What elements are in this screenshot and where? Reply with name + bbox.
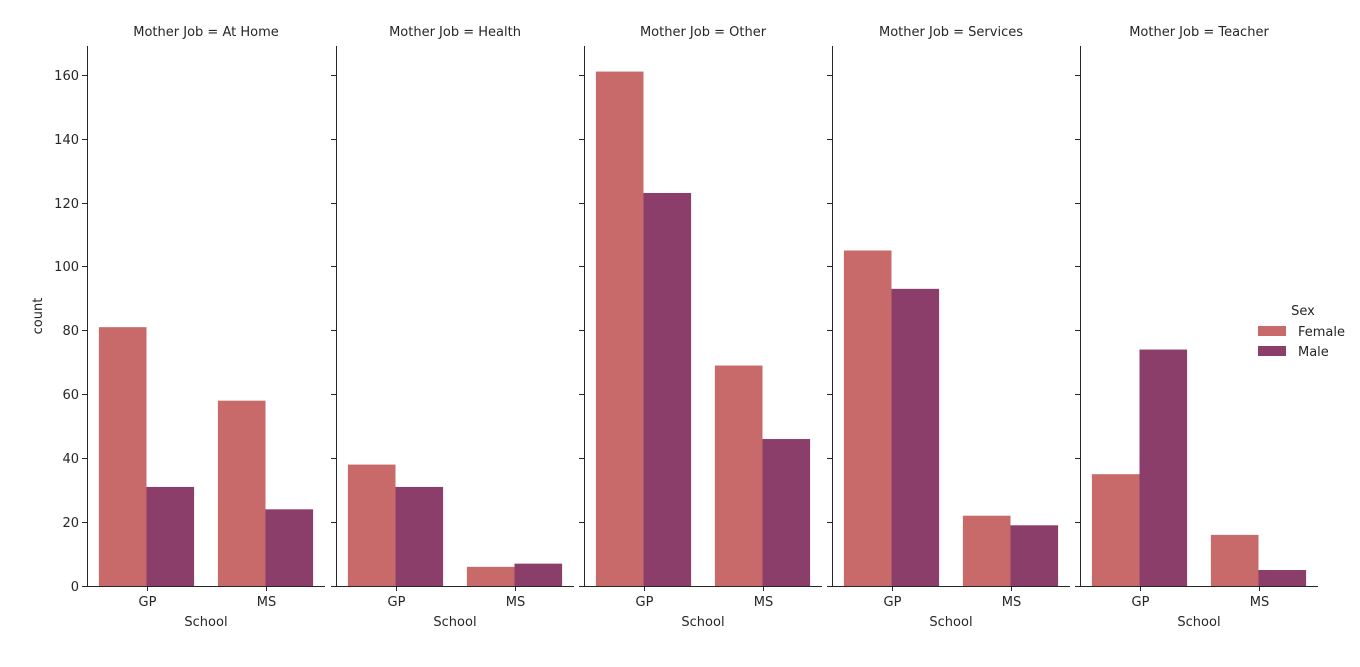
x-axis-label: School — [929, 615, 972, 630]
y-tick-label: 160 — [54, 69, 79, 84]
bar-female — [347, 464, 396, 586]
x-tick-label: MS — [257, 595, 276, 610]
bar-female — [466, 566, 515, 586]
x-tick-label: GP — [636, 595, 654, 610]
x-axis-label: School — [681, 615, 724, 630]
x-tick-label: MS — [1250, 595, 1269, 610]
bar-female — [962, 515, 1011, 586]
bar-male — [891, 288, 940, 586]
legend-label-female: Female — [1298, 325, 1345, 340]
bar-male — [643, 192, 692, 587]
x-axis-label: School — [1177, 615, 1220, 630]
y-axis-label: count — [31, 298, 46, 335]
x-tick-label: MS — [1002, 595, 1021, 610]
x-tick-label: GP — [1132, 595, 1150, 610]
bar-male — [1258, 570, 1307, 586]
y-tick-label: 80 — [62, 324, 79, 339]
y-tick-label: 20 — [62, 516, 79, 531]
bar-female — [1091, 474, 1140, 586]
y-tick-label: 120 — [54, 197, 79, 212]
bar-female — [1210, 534, 1259, 586]
bar-male — [395, 486, 444, 586]
bar-male — [1139, 349, 1188, 586]
panel-title: Mother Job = Other — [640, 25, 767, 40]
panel-title: Mother Job = Health — [389, 25, 521, 40]
x-axis-label: School — [184, 615, 227, 630]
x-tick-label: GP — [139, 595, 157, 610]
x-axis-label: School — [433, 615, 476, 630]
panel-title: Mother Job = Teacher — [1129, 25, 1269, 40]
bar-female — [843, 250, 892, 586]
bar-male — [762, 439, 811, 586]
legend-swatch-female — [1258, 326, 1286, 336]
panel-title: Mother Job = At Home — [133, 25, 278, 40]
legend-label-male: Male — [1298, 345, 1329, 360]
bar-male — [265, 509, 314, 586]
panel-title: Mother Job = Services — [879, 25, 1023, 40]
bar-female — [714, 365, 763, 586]
x-tick-label: GP — [388, 595, 406, 610]
y-tick-label: 0 — [71, 580, 79, 595]
x-tick-label: MS — [754, 595, 773, 610]
bar-female — [217, 400, 266, 586]
bar-female — [595, 71, 644, 586]
bar-male — [146, 486, 195, 586]
bar-male — [1010, 525, 1059, 586]
bar-male — [514, 563, 563, 586]
legend-title: Sex — [1291, 304, 1315, 319]
y-tick-label: 60 — [62, 388, 79, 403]
x-tick-label: MS — [506, 595, 525, 610]
y-tick-label: 100 — [54, 260, 79, 275]
bar-female — [98, 327, 147, 586]
x-tick-label: GP — [884, 595, 902, 610]
y-tick-label: 40 — [62, 452, 79, 467]
y-tick-label: 140 — [54, 133, 79, 148]
legend-swatch-male — [1258, 346, 1286, 356]
